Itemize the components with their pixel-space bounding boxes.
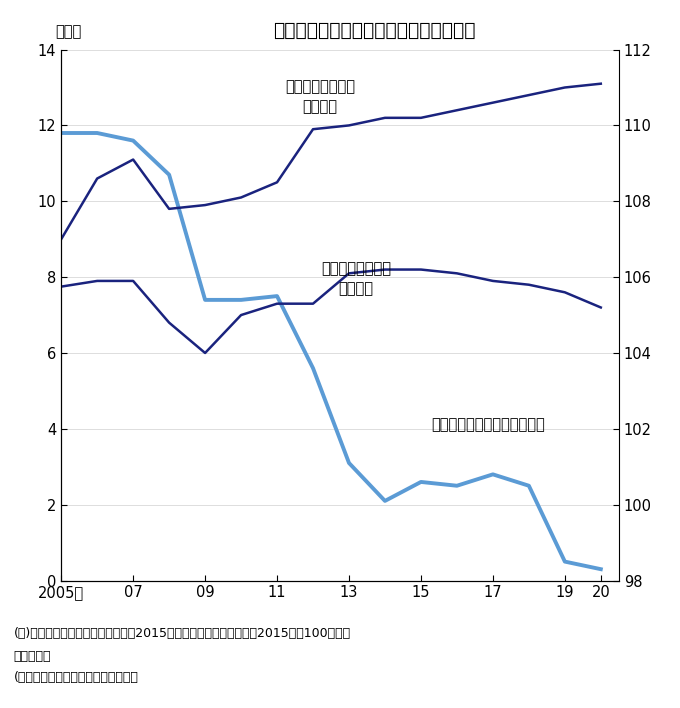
Text: 日米の労働生産性と日本の実質賃金指数: 日米の労働生産性と日本の実質賃金指数 xyxy=(273,21,475,40)
Text: 指数化: 指数化 xyxy=(14,650,51,663)
Text: 米国の労働生産性
（左軸）: 米国の労働生産性 （左軸） xyxy=(285,79,355,114)
Text: 万ドル: 万ドル xyxy=(56,24,82,39)
Text: (注)労働生産性は購買力平価換算（2015年基準）、実質賃金指数は2015年を100として: (注)労働生産性は購買力平価換算（2015年基準）、実質賃金指数は2015年を1… xyxy=(14,627,351,639)
Text: 日本の労働生産性
（左軸）: 日本の労働生産性 （左軸） xyxy=(321,261,391,296)
Text: (出所）日本生産性本部、厚生労働省: (出所）日本生産性本部、厚生労働省 xyxy=(14,671,139,684)
Text: 日本の実質賃金指数（右軸）: 日本の実質賃金指数（右軸） xyxy=(432,418,545,433)
